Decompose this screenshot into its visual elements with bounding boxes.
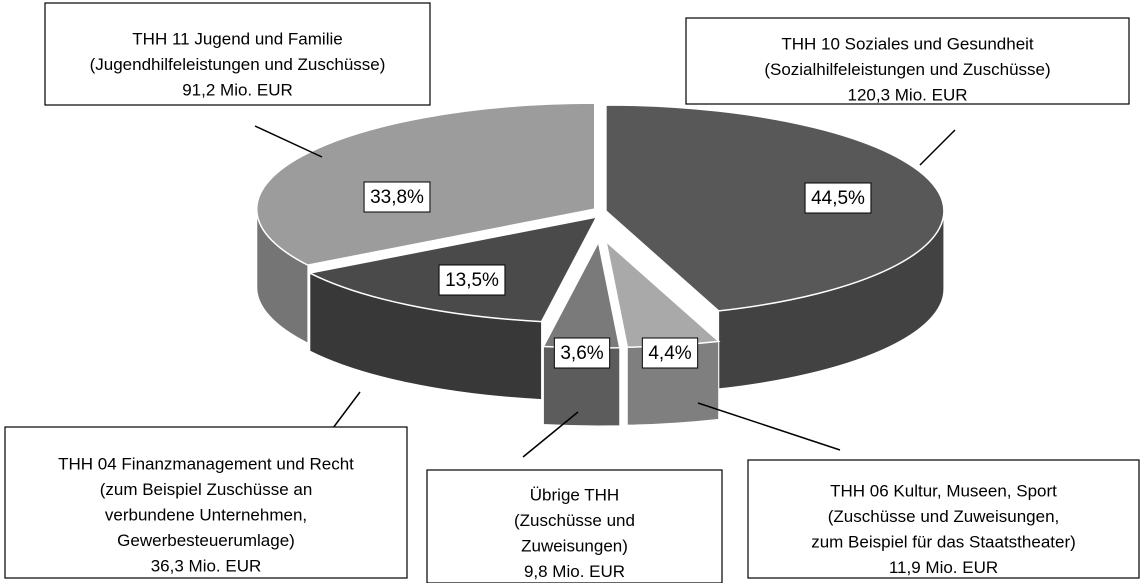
callout-detail: (Zuschüsse und xyxy=(514,511,635,530)
value-label-box xyxy=(553,337,611,369)
leader-line xyxy=(919,129,956,166)
callout-title: Übrige THH xyxy=(530,485,619,504)
callout-amount: 36,3 Mio. EUR xyxy=(151,556,262,575)
value-label: 13,5% xyxy=(438,264,506,296)
callout-title: THH 10 Soziales und Gesundheit xyxy=(781,34,1034,53)
callout-box xyxy=(4,426,408,579)
slice xyxy=(605,104,945,312)
value-label-text: 44,5% xyxy=(811,188,865,209)
callout-amount: 91,2 Mio. EUR xyxy=(182,80,293,99)
leader-line xyxy=(522,411,579,458)
callout-box xyxy=(685,17,1130,105)
callout-title: THH 04 Finanzmanagement und Recht xyxy=(58,454,354,473)
value-label-box xyxy=(641,337,699,369)
value-label-text: 4,4% xyxy=(648,343,691,364)
callout-amount: 11,9 Mio. EUR xyxy=(889,558,998,577)
callout-amount: 9,8 Mio. EUR xyxy=(524,562,625,581)
value-label: 44,5% xyxy=(804,182,872,214)
value-label-text: 3,6% xyxy=(560,343,603,364)
value-label: 33,8% xyxy=(363,181,431,213)
leader-line xyxy=(254,125,323,158)
leader-line xyxy=(329,391,361,433)
callout-detail: (Jugendhilfeleistungen und Zuschüsse) xyxy=(90,55,386,74)
callout-detail: Zuweisungen) xyxy=(521,536,628,555)
value-label-box xyxy=(804,182,872,214)
callout-detail: (zum Beispiel Zuschüsse an xyxy=(100,480,313,499)
callout-detail: verbundene Unternehmen, xyxy=(105,505,307,524)
value-label: 3,6% xyxy=(553,337,611,369)
callout-title: THH 06 Kultur, Museen, Sport xyxy=(830,481,1057,500)
value-label-box xyxy=(438,264,506,296)
callout-detail: (Zuschüsse und Zuweisungen, xyxy=(828,507,1060,526)
callout-detail: zum Beispiel für das Staatstheater) xyxy=(811,532,1076,551)
callout-box xyxy=(44,2,431,106)
callout-detail: Gewerbesteuerumlage) xyxy=(117,531,295,550)
leader-line xyxy=(697,402,841,451)
value-label: 4,4% xyxy=(641,337,699,369)
value-label-text: 33,8% xyxy=(370,187,424,208)
value-label-box xyxy=(363,181,431,213)
callout-detail: (Sozialhilfeleistungen und Zuschüsse) xyxy=(764,60,1050,79)
value-label-text: 13,5% xyxy=(445,270,499,291)
callout-title: THH 11 Jugend und Familie xyxy=(132,29,342,48)
callout-box xyxy=(426,469,723,583)
callout-amount: 120,3 Mio. EUR xyxy=(848,85,968,104)
callout-box xyxy=(747,459,1140,579)
